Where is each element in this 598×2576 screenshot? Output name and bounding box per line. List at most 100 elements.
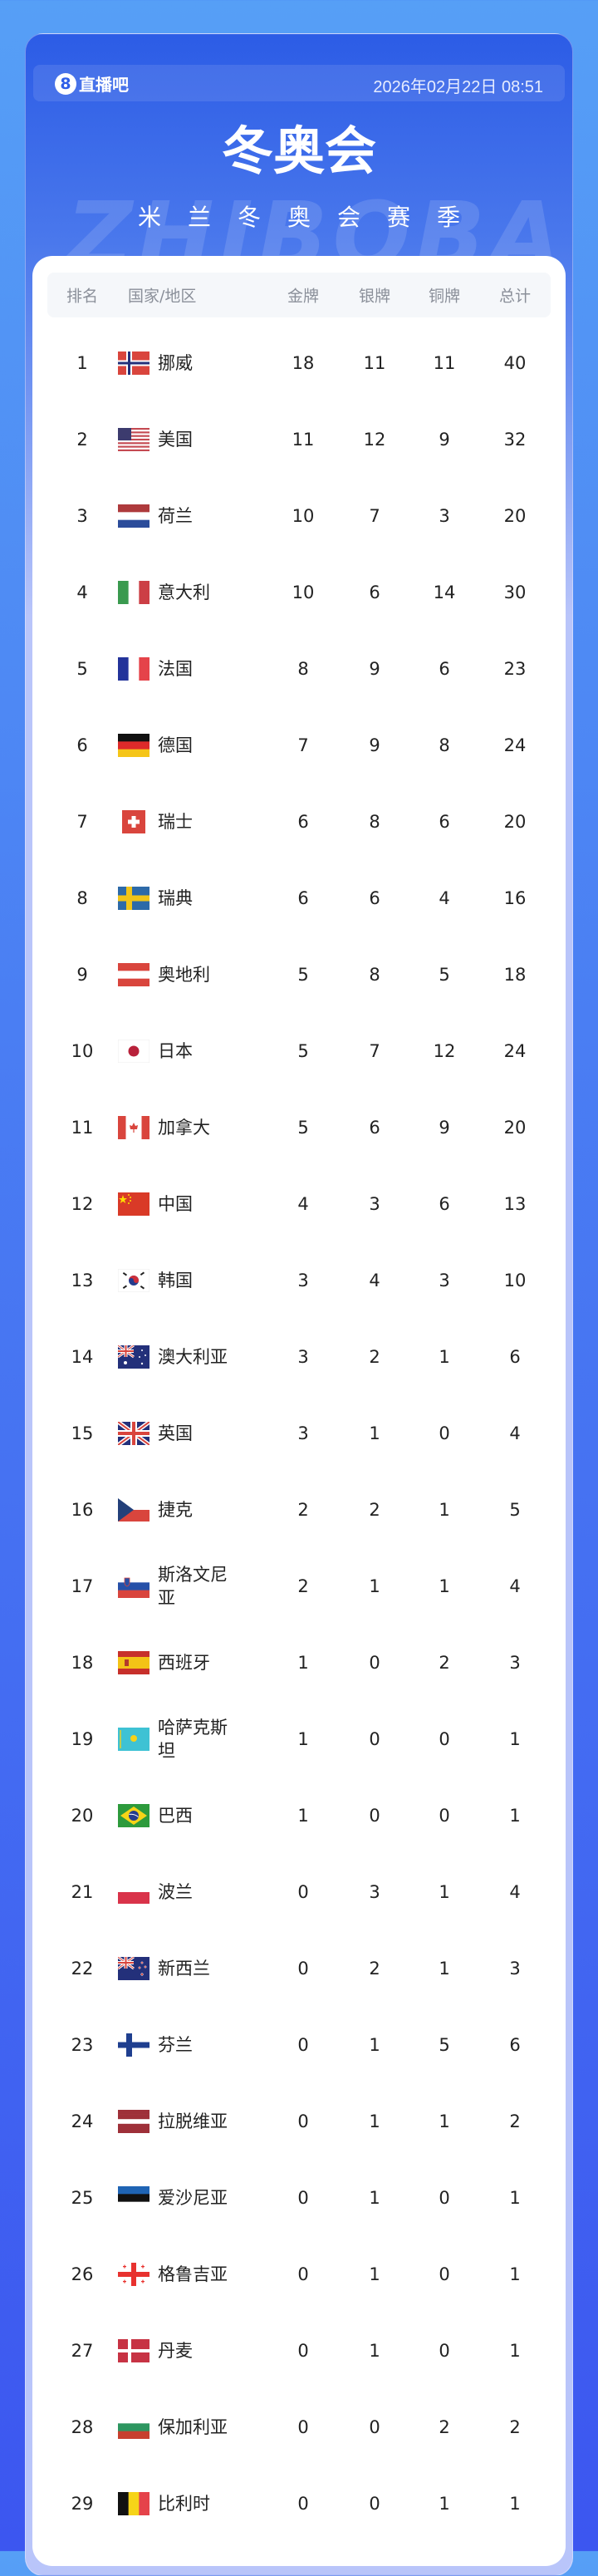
total-count: 1 [509,1806,521,1826]
rank: 10 [71,1041,94,1061]
silver-count: 6 [369,888,380,908]
bronze-count: 1 [439,1500,450,1520]
rank: 2 [76,430,88,450]
silver-count: 0 [369,1806,380,1826]
country-name: 德国 [158,735,193,755]
rank: 19 [71,1729,94,1749]
country-name: 瑞典 [158,888,193,908]
table-row: 6 德国 7 9 8 24 [47,707,551,784]
total-count: 24 [503,735,527,755]
total-count: 4 [509,1423,521,1443]
country-name: 芬兰 [158,2035,193,2055]
estonia-flag-icon [118,2186,150,2210]
table-row: 14 澳大利亚 3 2 1 6 [47,1319,551,1395]
country-name: 荷兰 [158,506,193,526]
rank: 28 [71,2417,94,2437]
gold-count: 0 [297,2341,309,2361]
table-body: 1 挪威 18 11 11 40 2 美国 11 12 9 32 3 荷兰 10 7… [47,325,551,2542]
bronze-count: 0 [439,2341,450,2361]
gold-count: 10 [292,506,315,526]
silver-count: 6 [369,583,380,602]
total-count: 23 [503,659,527,679]
bronze-count: 5 [439,2035,450,2055]
total-count: 1 [509,2188,521,2208]
newzealand-flag-icon [118,1957,150,1980]
table-row: 28 保加利亚 0 0 2 2 [47,2389,551,2465]
silver-count: 12 [363,430,386,450]
gold-count: 3 [297,1347,309,1367]
total-count: 13 [503,1194,527,1214]
bronze-count: 0 [439,2188,450,2208]
gold-count: 0 [297,2111,309,2131]
country-name: 斯洛文尼亚 [158,1565,228,1608]
netherlands-flag-icon [118,504,150,528]
country-name: 捷克 [158,1500,193,1520]
bulgaria-flag-icon [118,2416,150,2439]
rank: 22 [71,1959,94,1979]
china-flag-icon [118,1192,150,1216]
total-count: 32 [503,430,527,450]
top-bar: 8 直播吧 2026年02月22日 08:51 [33,65,565,101]
table-row: 4 意大利 10 6 14 30 [47,554,551,631]
total-count: 20 [503,506,527,526]
table-row: 18 西班牙 1 0 2 3 [47,1625,551,1701]
bronze-count: 1 [439,1576,450,1596]
gold-count: 1 [297,1729,309,1749]
country-name: 意大利 [158,583,210,602]
gold-count: 10 [292,583,315,602]
table-row: 22 新西兰 0 2 1 3 [47,1930,551,2007]
rank: 6 [76,735,88,755]
rank: 11 [71,1118,94,1138]
gold-count: 1 [297,1653,309,1673]
total-count: 2 [509,2111,521,2131]
silver-count: 2 [369,1500,380,1520]
datetime: 2026年02月22日 08:51 [373,78,543,96]
table-row: 21 波兰 0 3 1 4 [47,1854,551,1930]
czech-flag-icon [118,1498,150,1522]
bronze-count: 1 [439,2494,450,2514]
bronze-count: 12 [433,1041,456,1061]
gold-count: 0 [297,2188,309,2208]
silver-count: 1 [369,2264,380,2284]
country-name: 中国 [158,1194,193,1214]
col-rank: 排名 [66,287,99,306]
silver-count: 6 [369,1118,380,1138]
rank: 23 [71,2035,94,2055]
gold-count: 0 [297,2417,309,2437]
col-silver: 银牌 [358,287,391,306]
bronze-count: 6 [439,812,450,832]
korea-flag-icon [118,1269,150,1292]
switzerland-flag-icon [122,810,145,833]
total-count: 1 [509,2341,521,2361]
total-count: 18 [503,965,527,985]
total-count: 20 [503,812,527,832]
silver-count: 9 [369,659,380,679]
rank: 8 [76,888,88,908]
bronze-count: 11 [433,353,456,373]
logo-mark-icon: 8 [55,72,76,95]
table-row: 24 拉脱维亚 0 1 1 2 [47,2083,551,2160]
rank: 25 [71,2188,94,2208]
gold-count: 3 [297,1271,309,1290]
rank: 7 [76,812,88,832]
total-count: 6 [509,2035,521,2055]
austria-flag-icon [118,963,150,986]
gold-count: 3 [297,1423,309,1443]
col-bronze: 铜牌 [428,287,461,306]
total-count: 1 [509,2264,521,2284]
silver-count: 4 [369,1271,380,1290]
country-name: 瑞士 [158,812,193,832]
gold-count: 18 [292,353,315,373]
uk-flag-icon [118,1422,150,1445]
rank: 18 [71,1653,94,1673]
silver-count: 1 [369,2111,380,2131]
bronze-count: 1 [439,2111,450,2131]
logo: 8 直播吧 [55,71,129,96]
bronze-count: 0 [439,2264,450,2284]
total-count: 3 [509,1959,521,1979]
gold-count: 11 [292,430,315,450]
gold-count: 5 [297,1118,309,1138]
norway-flag-icon [118,351,150,375]
country-name: 格鲁吉亚 [158,2264,228,2284]
italy-flag-icon [118,581,150,604]
